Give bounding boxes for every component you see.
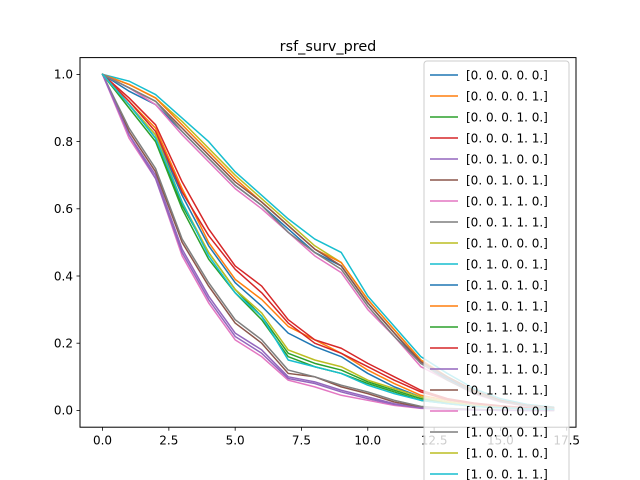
x-tick-label: 7.5 — [292, 434, 311, 448]
legend-box — [423, 60, 570, 480]
legend-label: [0. 0. 0. 0. 1.] — [466, 89, 548, 103]
legend-label: [0. 1. 0. 1. 1.] — [466, 299, 548, 313]
legend-label: [0. 1. 0. 0. 0.] — [466, 236, 548, 250]
legend-label: [1. 0. 0. 0. 0.] — [466, 404, 548, 418]
legend-label: [1. 0. 0. 1. 0.] — [466, 446, 548, 460]
legend: [0. 0. 0. 0. 0.] [0. 0. 0. 0. 1.] [0. 0. 0… — [423, 60, 570, 480]
legend-label: [0. 0. 0. 1. 1.] — [466, 131, 548, 145]
plot-frame — [79, 57, 577, 428]
x-tick-label: 10.0 — [354, 434, 381, 448]
legend-label: [0. 1. 0. 0. 1.] — [466, 257, 548, 271]
legend-label: [0. 1. 1. 1. 0.] — [466, 362, 548, 376]
legend-label: [0. 1. 0. 1. 0.] — [466, 278, 548, 292]
x-tick-label: 5.0 — [226, 434, 245, 448]
y-tick-label: 0.0 — [54, 404, 73, 418]
legend-label: [0. 0. 0. 0. 0.] — [466, 68, 548, 82]
y-tick-label: 0.2 — [54, 337, 73, 351]
legend-label: [0. 0. 1. 1. 1.] — [466, 215, 548, 229]
y-tick-label: 0.6 — [54, 202, 73, 216]
legend-label: [0. 0. 1. 0. 0.] — [466, 152, 548, 166]
legend-label: [0. 0. 0. 1. 0.] — [466, 110, 548, 124]
chart-title: rsf_surv_pred — [280, 39, 377, 55]
legend-label: [0. 1. 1. 0. 0.] — [466, 320, 548, 334]
y-tick-label: 1.0 — [54, 68, 73, 82]
legend-label: [0. 1. 1. 0. 1.] — [466, 341, 548, 355]
x-tick-label: 0.0 — [93, 434, 112, 448]
legend-label: [1. 0. 0. 1. 1.] — [466, 467, 548, 480]
x-tick-label: 2.5 — [159, 434, 178, 448]
legend-label: [1. 0. 0. 0. 1.] — [466, 425, 548, 439]
legend-label: [0. 0. 1. 0. 1.] — [466, 173, 548, 187]
y-tick-label: 0.8 — [54, 135, 73, 149]
y-tick-label: 0.4 — [54, 269, 73, 283]
legend-label: [0. 0. 1. 1. 0.] — [466, 194, 548, 208]
legend-label: [0. 1. 1. 1. 1.] — [466, 383, 548, 397]
